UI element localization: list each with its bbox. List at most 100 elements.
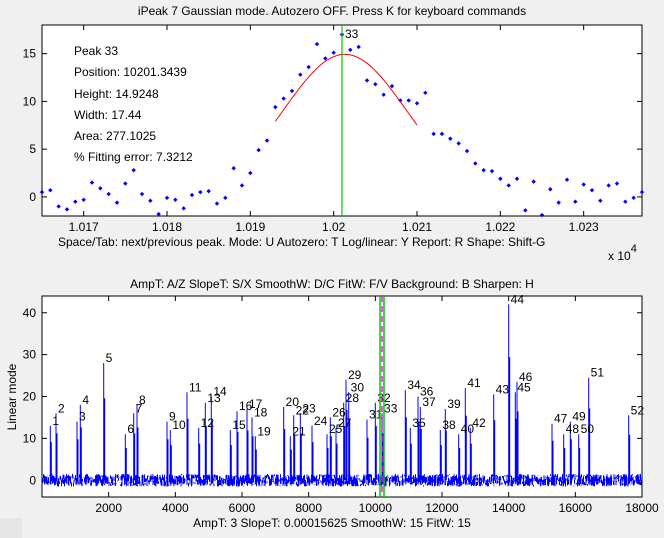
bottom-peak-label: 20 (286, 395, 300, 409)
top-data-point (564, 177, 570, 182)
bottom-peak-label: 19 (257, 424, 271, 438)
top-data-point (106, 191, 111, 197)
bottom-cursor[interactable] (379, 296, 385, 497)
bottom-peak-label: 1 (52, 414, 59, 428)
top-y-tick-label: 10 (23, 94, 37, 108)
x-exponent-base: x 10 (608, 249, 631, 263)
top-data-point (214, 201, 220, 206)
bottom-peak-label: 37 (422, 395, 436, 409)
top-data-point (56, 204, 61, 209)
top-data-point (389, 83, 395, 89)
top-data-point (131, 167, 136, 173)
bottom-peak-label: 13 (207, 391, 221, 405)
bottom-peak-label: 34 (407, 378, 421, 392)
bottom-peak-label: 6 (127, 422, 134, 436)
top-data-points (39, 32, 645, 218)
bottom-peak-label: 15 (232, 418, 246, 432)
bottom-footer-settings: AmpT: 3 SlopeT: 0.00015625 SmoothW: 15 F… (193, 516, 471, 530)
bottom-peak-label: 39 (447, 397, 461, 411)
top-data-point (473, 161, 478, 166)
top-data-point (206, 188, 211, 194)
top-x-tick-label: 1.019 (235, 220, 265, 234)
top-y-tick-label: 5 (29, 142, 36, 156)
top-data-point (598, 198, 603, 203)
bottom-peak-label: 4 (82, 393, 89, 407)
top-data-point (39, 189, 45, 195)
top-data-point (98, 186, 103, 191)
top-data-point (464, 148, 470, 154)
bottom-peak-label: 49 (572, 410, 586, 424)
top-data-point (173, 197, 178, 202)
bottom-peak-label: 52 (631, 403, 645, 417)
top-data-point (81, 197, 86, 202)
bottom-signal-line (42, 304, 642, 487)
top-data-point (139, 191, 145, 197)
top-data-point (506, 183, 511, 188)
bottom-y-tick-label: 40 (23, 306, 37, 320)
top-y-tick-label: 0 (29, 190, 36, 204)
bottom-peak-label: 28 (346, 391, 360, 405)
top-data-point (556, 200, 561, 205)
bottom-peak-label: 12 (201, 416, 215, 430)
top-peak-label: 33 (345, 27, 359, 41)
top-data-point (123, 181, 128, 186)
bottom-peak-label: 41 (467, 376, 481, 390)
top-data-point (639, 189, 645, 195)
bottom-peak-label: 9 (169, 410, 176, 424)
bottom-peak-label: 40 (461, 422, 475, 436)
top-data-point (89, 180, 95, 185)
top-data-point (73, 199, 78, 204)
top-data-point (481, 167, 486, 173)
top-data-point (423, 90, 428, 96)
bottom-peak-label: 16 (239, 399, 253, 413)
top-x-tick-label: 1.02 (322, 220, 346, 234)
bottom-peak-label: 27 (338, 416, 352, 430)
top-data-point (539, 212, 545, 218)
top-data-point (373, 82, 378, 87)
top-title: iPeak 7 Gaussian mode. Autozero OFF. Pre… (137, 4, 527, 18)
top-data-point (581, 182, 586, 187)
peak-width: Width: 17.44 (74, 108, 142, 122)
top-data-point (381, 92, 386, 97)
top-data-point (289, 88, 295, 94)
bottom-peak-label: 45 (517, 380, 531, 394)
bottom-x-tick-label: 16000 (559, 501, 593, 515)
top-data-point (498, 176, 503, 181)
bottom-peak-label: 51 (591, 366, 605, 380)
top-x-tick-label: 1.021 (402, 220, 432, 234)
bottom-peak-label: 48 (566, 422, 580, 436)
bottom-peak-label: 25 (329, 422, 343, 436)
top-data-point (589, 188, 595, 193)
top-data-point (189, 192, 195, 198)
fitting-error: % Fitting error: 7.3212 (74, 150, 193, 164)
top-data-point (523, 208, 528, 213)
bottom-peak-label: 14 (213, 385, 227, 399)
x-exponent-power: 4 (630, 243, 637, 255)
bottom-x-tick-label: 10000 (359, 501, 393, 515)
bottom-peak-label: 43 (496, 382, 510, 396)
top-x-tick-label: 1.018 (152, 220, 182, 234)
top-data-point (273, 104, 278, 110)
bottom-peak-labels: 1234567891011121314151617181920212223242… (52, 292, 644, 438)
top-data-point (331, 50, 336, 55)
bottom-peak-label: 44 (511, 292, 525, 306)
peak-height: Height: 14.9248 (74, 87, 159, 101)
top-data-point (181, 206, 186, 211)
bottom-peak-label: 18 (254, 405, 268, 419)
peak-area: Area: 277.1025 (74, 129, 157, 143)
bottom-peak-label: 23 (302, 401, 316, 415)
bottom-peak-label: 11 (189, 380, 202, 394)
top-data-point (631, 195, 636, 201)
peak-position: Position: 10201.3439 (74, 65, 187, 79)
top-data-point (323, 56, 328, 61)
bottom-x-tick-label: 8000 (295, 501, 322, 515)
top-data-point (314, 41, 320, 47)
top-data-point (114, 200, 120, 205)
bottom-peak-label: 46 (519, 370, 533, 384)
top-data-point (548, 187, 553, 192)
top-data-point (239, 183, 245, 188)
bottom-y-tick-label: 30 (23, 348, 37, 362)
bottom-x-tick-label: 18000 (625, 501, 659, 515)
bottom-peak-label: 24 (314, 414, 328, 428)
top-data-point (623, 199, 628, 204)
